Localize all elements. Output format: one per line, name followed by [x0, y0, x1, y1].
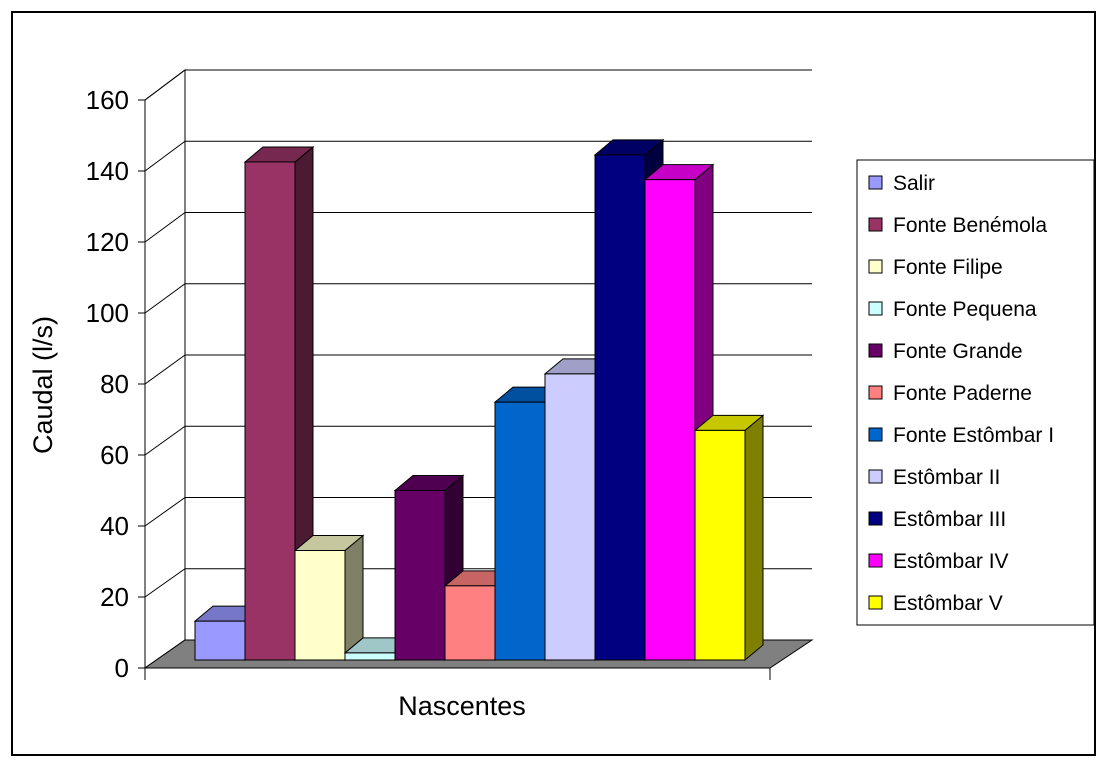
- bar-front: [194, 620, 246, 661]
- legend-items: Salir Fonte Benémola Fonte Filipe Fonte Peq…: [868, 172, 1054, 615]
- legend-label: Fonte Grande: [893, 340, 1023, 363]
- legend-swatch: [868, 343, 883, 358]
- legend-swatch: [868, 511, 883, 526]
- legend-item: Fonte Estômbar I: [868, 424, 1054, 447]
- y-tick-labels: 0 20 40 60 80 100 120 140 160: [86, 85, 129, 683]
- y-tick-label: 120: [86, 227, 129, 257]
- legend-item: Estômbar II: [868, 466, 1000, 489]
- legend-label: Estômbar III: [893, 508, 1006, 531]
- bars: [193, 138, 765, 662]
- legend-swatch: [868, 175, 883, 190]
- legend-item: Fonte Pequena: [868, 298, 1037, 321]
- legend-item: Fonte Paderne: [868, 382, 1032, 405]
- legend-label: Fonte Filipe: [893, 256, 1003, 279]
- bar-side: [744, 414, 764, 662]
- legend-swatch: [868, 217, 883, 232]
- legend-swatch: [868, 385, 883, 400]
- legend-item: Estômbar V: [868, 592, 1003, 615]
- x-axis-label: Nascentes: [398, 691, 526, 721]
- legend-box: [856, 159, 1095, 626]
- bar: [293, 534, 365, 662]
- bar-front: [544, 373, 596, 661]
- axes: [138, 99, 771, 680]
- legend-label: Fonte Benémola: [893, 214, 1047, 237]
- bar-front: [444, 585, 496, 661]
- y-tick-label: 80: [100, 369, 129, 399]
- gridline-side: [144, 568, 186, 598]
- legend-item: Fonte Filipe: [868, 256, 1003, 279]
- legend-label: Fonte Pequena: [893, 298, 1037, 321]
- legend-label: Estômbar II: [893, 466, 1000, 489]
- bar: [693, 414, 765, 662]
- gridline-side: [144, 140, 186, 172]
- y-tick-label: 160: [86, 85, 129, 115]
- legend-swatch: [868, 427, 883, 442]
- legend-swatch: [868, 595, 883, 610]
- legend-label: Fonte Paderne: [893, 382, 1032, 405]
- legend: Salir Fonte Benémola Fonte Filipe Fonte Peq…: [856, 159, 1095, 626]
- legend-label: Estômbar IV: [893, 550, 1009, 573]
- legend-swatch: [868, 553, 883, 568]
- y-tick-label: 40: [100, 511, 129, 541]
- y-axis-label: Caudal (l/s): [28, 316, 58, 454]
- y-tick-label: 60: [100, 440, 129, 470]
- bar-front: [344, 652, 396, 661]
- bar-front: [294, 550, 346, 661]
- legend-item: Estômbar III: [868, 508, 1006, 531]
- gridline-side: [144, 212, 186, 243]
- legend-swatch: [868, 469, 883, 484]
- bar-front: [394, 489, 446, 661]
- bar-front: [694, 429, 746, 661]
- legend-label: Salir: [893, 172, 935, 195]
- legend-item: Fonte Grande: [868, 340, 1023, 363]
- legend-item: Salir: [868, 172, 935, 195]
- gridline-side: [144, 69, 186, 101]
- legend-label: Estômbar V: [893, 592, 1003, 615]
- gridline-side: [144, 354, 186, 385]
- bar-front: [594, 154, 646, 661]
- y-tick-label: 140: [86, 156, 129, 186]
- legend-item: Fonte Benémola: [868, 214, 1047, 237]
- legend-item: Estômbar IV: [868, 550, 1009, 573]
- gridline-side: [144, 497, 186, 527]
- bar-front: [244, 161, 296, 661]
- legend-swatch: [868, 301, 883, 316]
- y-tick-label: 100: [86, 298, 129, 328]
- y-tick-label: 20: [100, 582, 129, 612]
- gridline-side: [144, 283, 186, 314]
- legend-label: Fonte Estômbar I: [893, 424, 1054, 447]
- bar-front: [644, 179, 696, 661]
- gridline-side: [144, 425, 186, 456]
- y-tick-label: 0: [115, 653, 129, 683]
- bar-front: [494, 401, 546, 661]
- bar: [243, 145, 315, 662]
- legend-swatch: [868, 259, 883, 274]
